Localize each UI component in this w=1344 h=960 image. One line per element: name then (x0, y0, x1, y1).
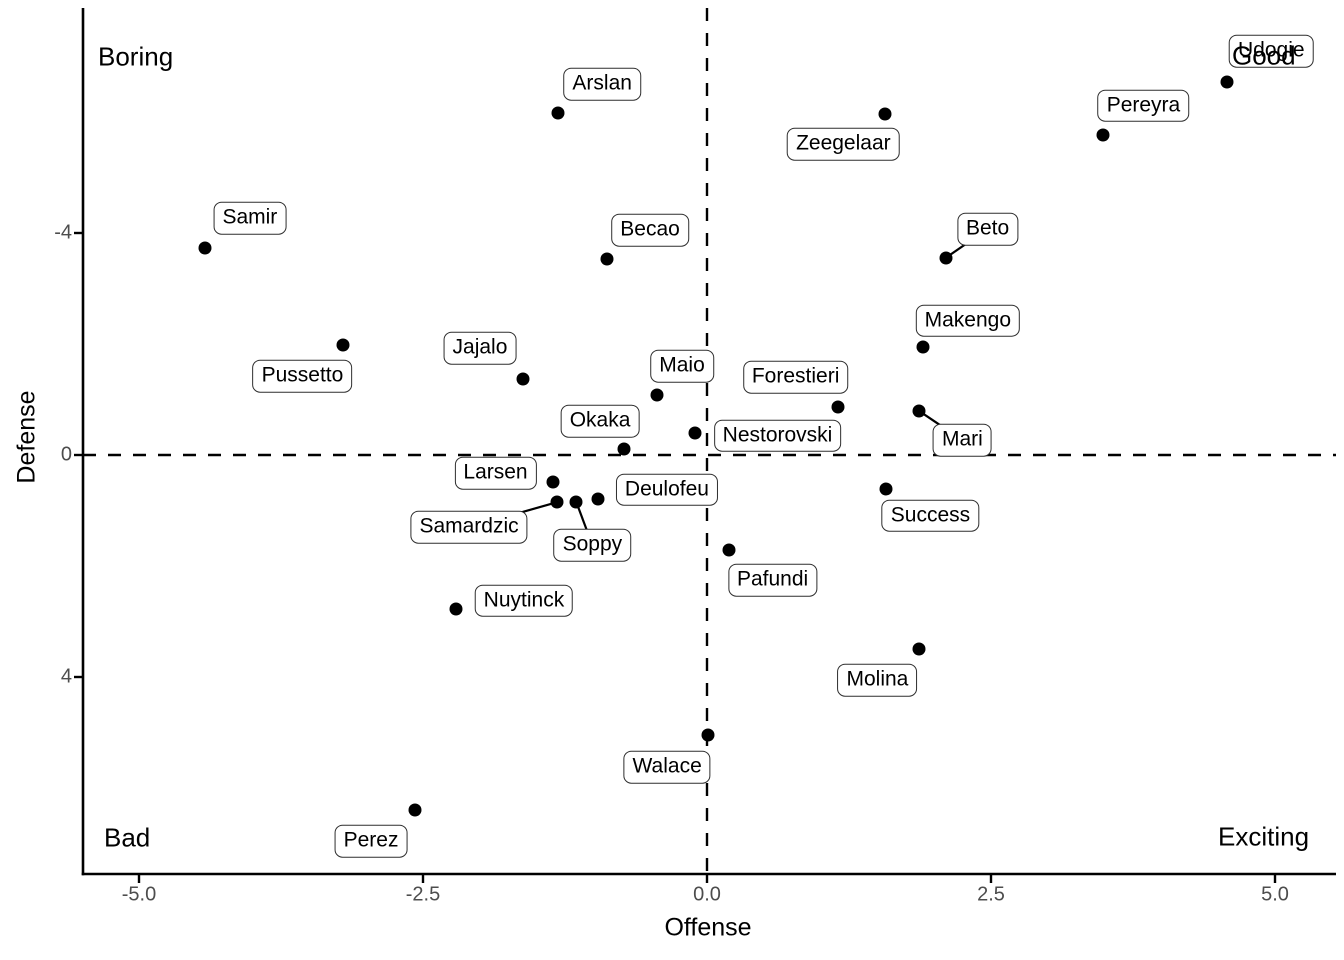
player-label-pussetto: Pussetto (252, 359, 353, 393)
data-point-walace (701, 728, 715, 742)
data-point-molina (912, 642, 926, 656)
player-label-deulofeu: Deulofeu (615, 473, 718, 507)
x-tick-label: -5.0 (121, 883, 157, 906)
x-tick-label: 5.0 (1261, 883, 1289, 906)
data-point-udogie (1220, 75, 1234, 89)
player-label-mari: Mari (933, 423, 992, 457)
player-label-jajalo: Jajalo (443, 331, 517, 365)
data-point-okaka (617, 442, 631, 456)
data-point-mari (912, 404, 926, 418)
player-label-beto: Beto (956, 212, 1019, 246)
player-label-soppy: Soppy (553, 528, 632, 562)
player-label-arslan: Arslan (563, 67, 641, 101)
player-label-zeegelaar: Zeegelaar (787, 127, 900, 161)
player-label-maio: Maio (650, 349, 714, 383)
data-point-becao (600, 252, 614, 266)
data-point-soppy (569, 495, 583, 509)
player-label-pafundi: Pafundi (727, 563, 818, 597)
player-label-molina: Molina (837, 663, 918, 697)
data-point-forestieri (831, 400, 845, 414)
player-label-larsen: Larsen (454, 456, 537, 490)
data-point-zeegelaar (878, 107, 892, 121)
data-point-samir (198, 241, 212, 255)
data-point-jajalo (516, 372, 530, 386)
annotation-exciting: Exciting (1218, 821, 1310, 852)
data-point-success (879, 482, 893, 496)
player-label-forestieri: Forestieri (742, 360, 849, 394)
player-label-samardzic: Samardzic (410, 510, 528, 544)
player-label-becao: Becao (611, 213, 689, 247)
player-label-makengo: Makengo (915, 304, 1021, 338)
data-point-nestorovski (688, 426, 701, 440)
data-point-pafundi (722, 543, 736, 557)
player-label-nuytinck: Nuytinck (474, 584, 574, 618)
data-point-pereyra (1096, 128, 1110, 142)
player-label-nestorovski: Nestorovski (713, 419, 842, 453)
data-point-arslan (551, 106, 565, 120)
player-label-samir: Samir (213, 201, 287, 235)
data-point-nuytinck (449, 602, 463, 616)
x-tick-label: 2.5 (977, 883, 1005, 906)
annotation-boring: Boring (98, 41, 174, 72)
player-label-okaka: Okaka (560, 404, 640, 438)
data-point-deulofeu (591, 492, 605, 506)
data-point-beto (939, 251, 953, 265)
data-point-pussetto (336, 338, 350, 352)
data-point-maio (650, 388, 664, 402)
data-point-perez (408, 803, 422, 817)
y-tick-label: 4 (60, 665, 72, 688)
player-label-perez: Perez (334, 824, 408, 858)
annotation-bad: Bad (104, 822, 151, 853)
x-axis-title: Offense (664, 913, 752, 942)
x-tick-label: -2.5 (405, 883, 441, 906)
player-label-udogie: Udogie (1229, 34, 1314, 68)
player-label-pereyra: Pereyra (1097, 89, 1190, 123)
data-point-larsen (546, 475, 559, 489)
data-point-samardzic (550, 495, 564, 509)
data-point-makengo (916, 340, 930, 354)
player-label-success: Success (881, 499, 980, 533)
player-label-walace: Walace (623, 750, 711, 784)
annotation-good: Good (1232, 40, 1296, 71)
x-tick-label: 0.0 (693, 883, 721, 906)
y-tick-label: 0 (60, 443, 72, 466)
y-tick-label: -4 (54, 221, 72, 244)
